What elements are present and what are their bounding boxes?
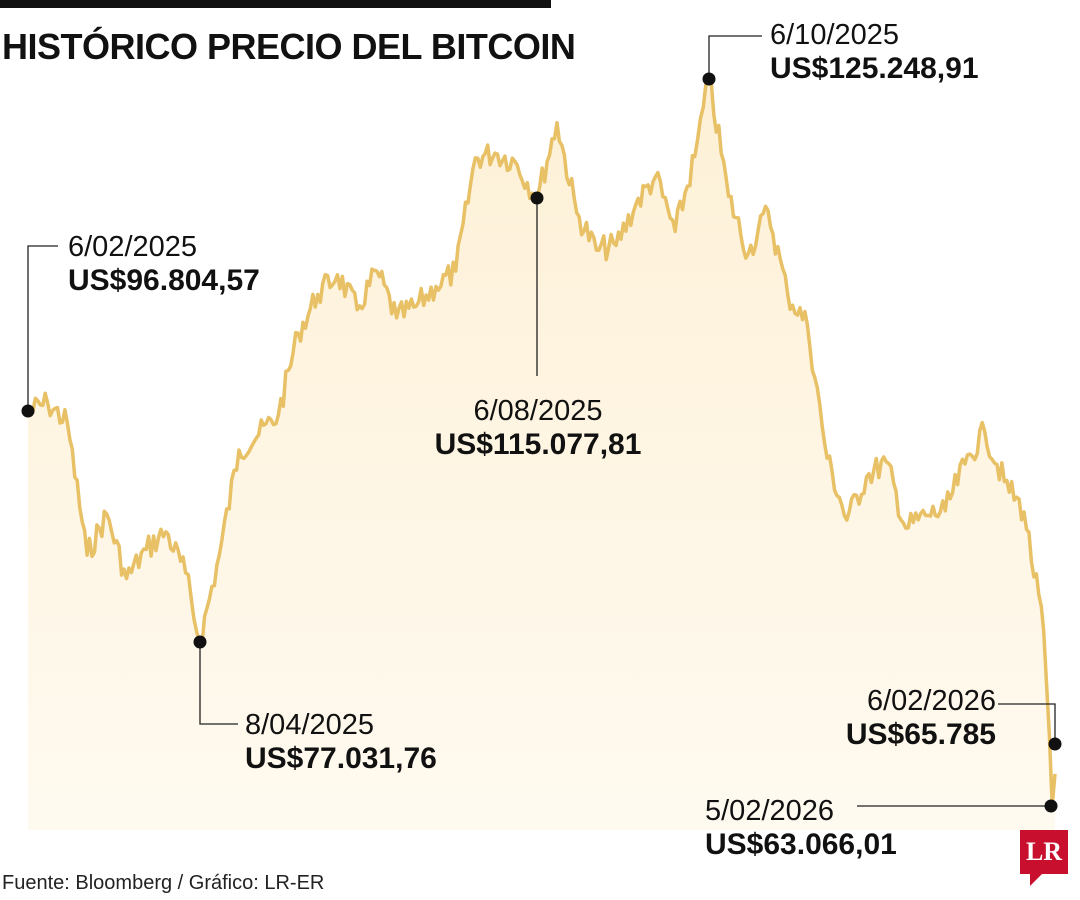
annotation-feb5-2026: 5/02/2026 US$63.066,01 <box>705 795 897 861</box>
annotation-point <box>1048 737 1062 751</box>
annotation-peak: 6/10/2025 US$125.248,91 <box>770 19 979 85</box>
chart-title: HISTÓRICO PRECIO DEL BITCOIN <box>2 26 576 67</box>
annotation-point <box>530 191 544 205</box>
annotation-point <box>1044 799 1058 813</box>
annotation-point <box>21 404 35 418</box>
annotation-leader-line <box>199 642 238 725</box>
annotation-point <box>193 635 207 649</box>
annotation-leader-line <box>27 245 58 411</box>
annotation-date: 6/10/2025 <box>770 19 900 51</box>
annotation-feb6-2026: 6/02/2026 US$65.785 <box>780 685 996 751</box>
annotation-date: 8/04/2025 <box>245 709 375 741</box>
annotation-price: US$96.804,57 <box>68 263 260 297</box>
annotation-date: 5/02/2026 <box>705 795 835 827</box>
source-note: Fuente: Bloomberg / Gráfico: LR-ER <box>2 872 325 894</box>
annotation-low-april: 8/04/2025 US$77.031,76 <box>245 709 437 775</box>
annotation-leader-line <box>708 35 762 79</box>
annotation-start: 6/02/2025 US$96.804,57 <box>68 231 260 297</box>
lr-logo: LR <box>1020 830 1068 874</box>
annotation-date: 6/08/2025 <box>473 395 603 427</box>
top-rule <box>0 0 551 8</box>
annotation-august: 6/08/2025 US$115.077,81 <box>428 395 648 461</box>
annotation-leader-line <box>998 703 1056 744</box>
price-area <box>28 78 1055 830</box>
lr-logo-tail <box>1030 874 1042 886</box>
annotation-date: 6/02/2026 <box>866 685 996 717</box>
annotation-point <box>702 72 716 86</box>
annotation-price: US$77.031,76 <box>245 741 437 775</box>
annotation-price: US$115.077,81 <box>434 427 642 461</box>
annotation-price: US$125.248,91 <box>770 51 979 85</box>
annotation-price: US$63.066,01 <box>705 827 897 861</box>
annotation-price: US$65.785 <box>845 717 996 751</box>
annotation-date: 6/02/2025 <box>68 231 198 263</box>
